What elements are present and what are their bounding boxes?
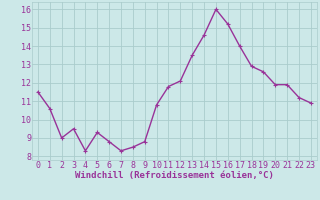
X-axis label: Windchill (Refroidissement éolien,°C): Windchill (Refroidissement éolien,°C) — [75, 171, 274, 180]
